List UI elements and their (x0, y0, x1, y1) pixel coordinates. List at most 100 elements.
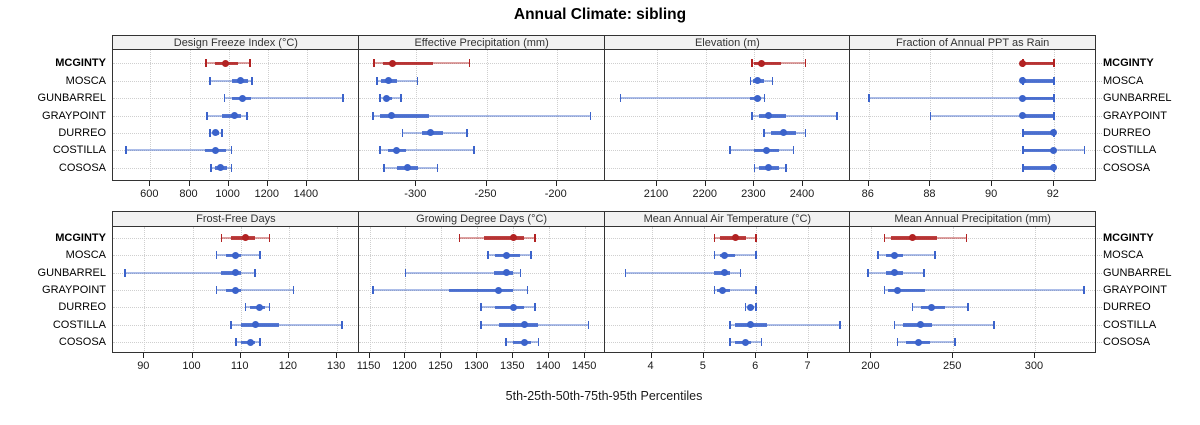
vertical-gridline (144, 227, 146, 352)
row-gridline (604, 115, 851, 117)
tick-label: 1250 (428, 360, 453, 372)
panel (357, 50, 605, 181)
median-dot (217, 164, 225, 172)
row-gridline (604, 342, 851, 344)
median-dot (780, 129, 788, 137)
vertical-gridline (337, 227, 339, 352)
row-label-right: GRAYPOINT (1103, 284, 1167, 296)
tick-mark (266, 181, 268, 186)
whisker-cap (254, 268, 256, 277)
interquartile-bar (240, 323, 280, 327)
median-dot (1019, 59, 1027, 67)
tick-label: 7 (804, 360, 811, 372)
whisker-cap (230, 146, 233, 155)
row-label-left: COSOSA (58, 161, 106, 174)
panel-title: Mean Annual Air Temperature (°C) (643, 213, 812, 225)
median-dot (232, 269, 240, 277)
gridline-stub (1097, 342, 1102, 344)
interquartile-bar (1022, 61, 1054, 66)
median-dot (928, 303, 936, 311)
median-dot (1019, 94, 1027, 102)
median-dot (246, 338, 254, 346)
row-gridline (604, 80, 851, 82)
tick-label: 100 (182, 360, 201, 372)
tick-mark (650, 353, 652, 358)
row-label-right: COSTILLA (1103, 318, 1157, 331)
whisker-cap (480, 320, 482, 329)
panel (849, 227, 1096, 353)
whisker-cap (249, 59, 251, 68)
interquartile-bar (379, 114, 429, 118)
whisker-cap (1053, 59, 1055, 68)
whisker-cap (760, 338, 763, 347)
interquartile-bar (754, 61, 782, 66)
whisker-cap (619, 94, 622, 103)
vertical-gridline (754, 50, 756, 180)
whisker-cap (466, 128, 468, 137)
median-dot (502, 251, 510, 259)
whisker-cap (785, 163, 787, 172)
whisker-range (379, 149, 474, 152)
whisker-cap (124, 268, 126, 277)
whisker-cap (379, 94, 381, 103)
median-dot (1019, 112, 1027, 119)
whisker-cap (1083, 286, 1085, 294)
vertical-gridline (240, 227, 242, 352)
whisker-range (751, 114, 838, 117)
median-dot (232, 251, 240, 259)
median-dot (765, 112, 773, 119)
median-dot (520, 321, 528, 329)
interquartile-bar (382, 61, 434, 66)
whisker-cap (259, 251, 261, 260)
whisker-cap (221, 128, 223, 137)
interquartile-bar (1022, 96, 1054, 101)
median-dot (256, 303, 264, 311)
tick-label: 130 (326, 360, 346, 372)
tick-mark (485, 181, 487, 186)
row-label-left: DURREO (58, 126, 106, 139)
whisker-cap (268, 233, 271, 242)
interquartile-bar (1022, 148, 1054, 153)
whisker-cap (530, 251, 532, 260)
whisker-cap (210, 163, 212, 172)
whisker-cap (383, 163, 385, 172)
whisker-cap (404, 268, 407, 277)
row-label-right: GUNBARREL (1103, 266, 1172, 279)
whisker-cap (893, 320, 896, 329)
panel-title: Mean Annual Precipitation (mm) (894, 213, 1051, 225)
vertical-gridline (288, 227, 290, 352)
row-gridline (604, 132, 851, 134)
median-dot (908, 234, 916, 242)
whisker-cap (401, 128, 404, 137)
gridline-stub (1097, 324, 1102, 326)
whisker-cap (839, 320, 841, 329)
panel-header: Frost-Free Days (112, 211, 359, 227)
tick-mark (305, 181, 307, 186)
whisker-cap (537, 338, 540, 347)
tick-label: 1450 (571, 360, 597, 372)
tick-label: 92 (1046, 188, 1059, 200)
whisker-cap (468, 59, 471, 68)
median-dot (404, 164, 412, 172)
tick-label: 1200 (392, 360, 417, 372)
median-dot (718, 286, 726, 294)
whisker-cap (755, 286, 757, 294)
whisker-cap (215, 251, 218, 260)
whisker-cap (1053, 111, 1055, 120)
median-dot (747, 321, 755, 329)
x-axis-note: 5th-25th-50th-75th-95th Percentiles (505, 389, 703, 403)
whisker-cap (372, 111, 374, 120)
tick-mark (415, 181, 417, 186)
median-dot (731, 234, 739, 242)
vertical-gridline (703, 227, 705, 352)
whisker-cap (416, 76, 419, 85)
gridline-stub (1097, 132, 1102, 134)
whisker-range (714, 289, 757, 291)
tick-mark (404, 353, 406, 358)
row-gridline (358, 115, 605, 117)
median-dot (388, 59, 396, 67)
panel (603, 50, 851, 181)
whisker-range (930, 114, 1054, 117)
row-label-left: MOSCA (65, 74, 106, 87)
whisker-cap (259, 338, 261, 347)
